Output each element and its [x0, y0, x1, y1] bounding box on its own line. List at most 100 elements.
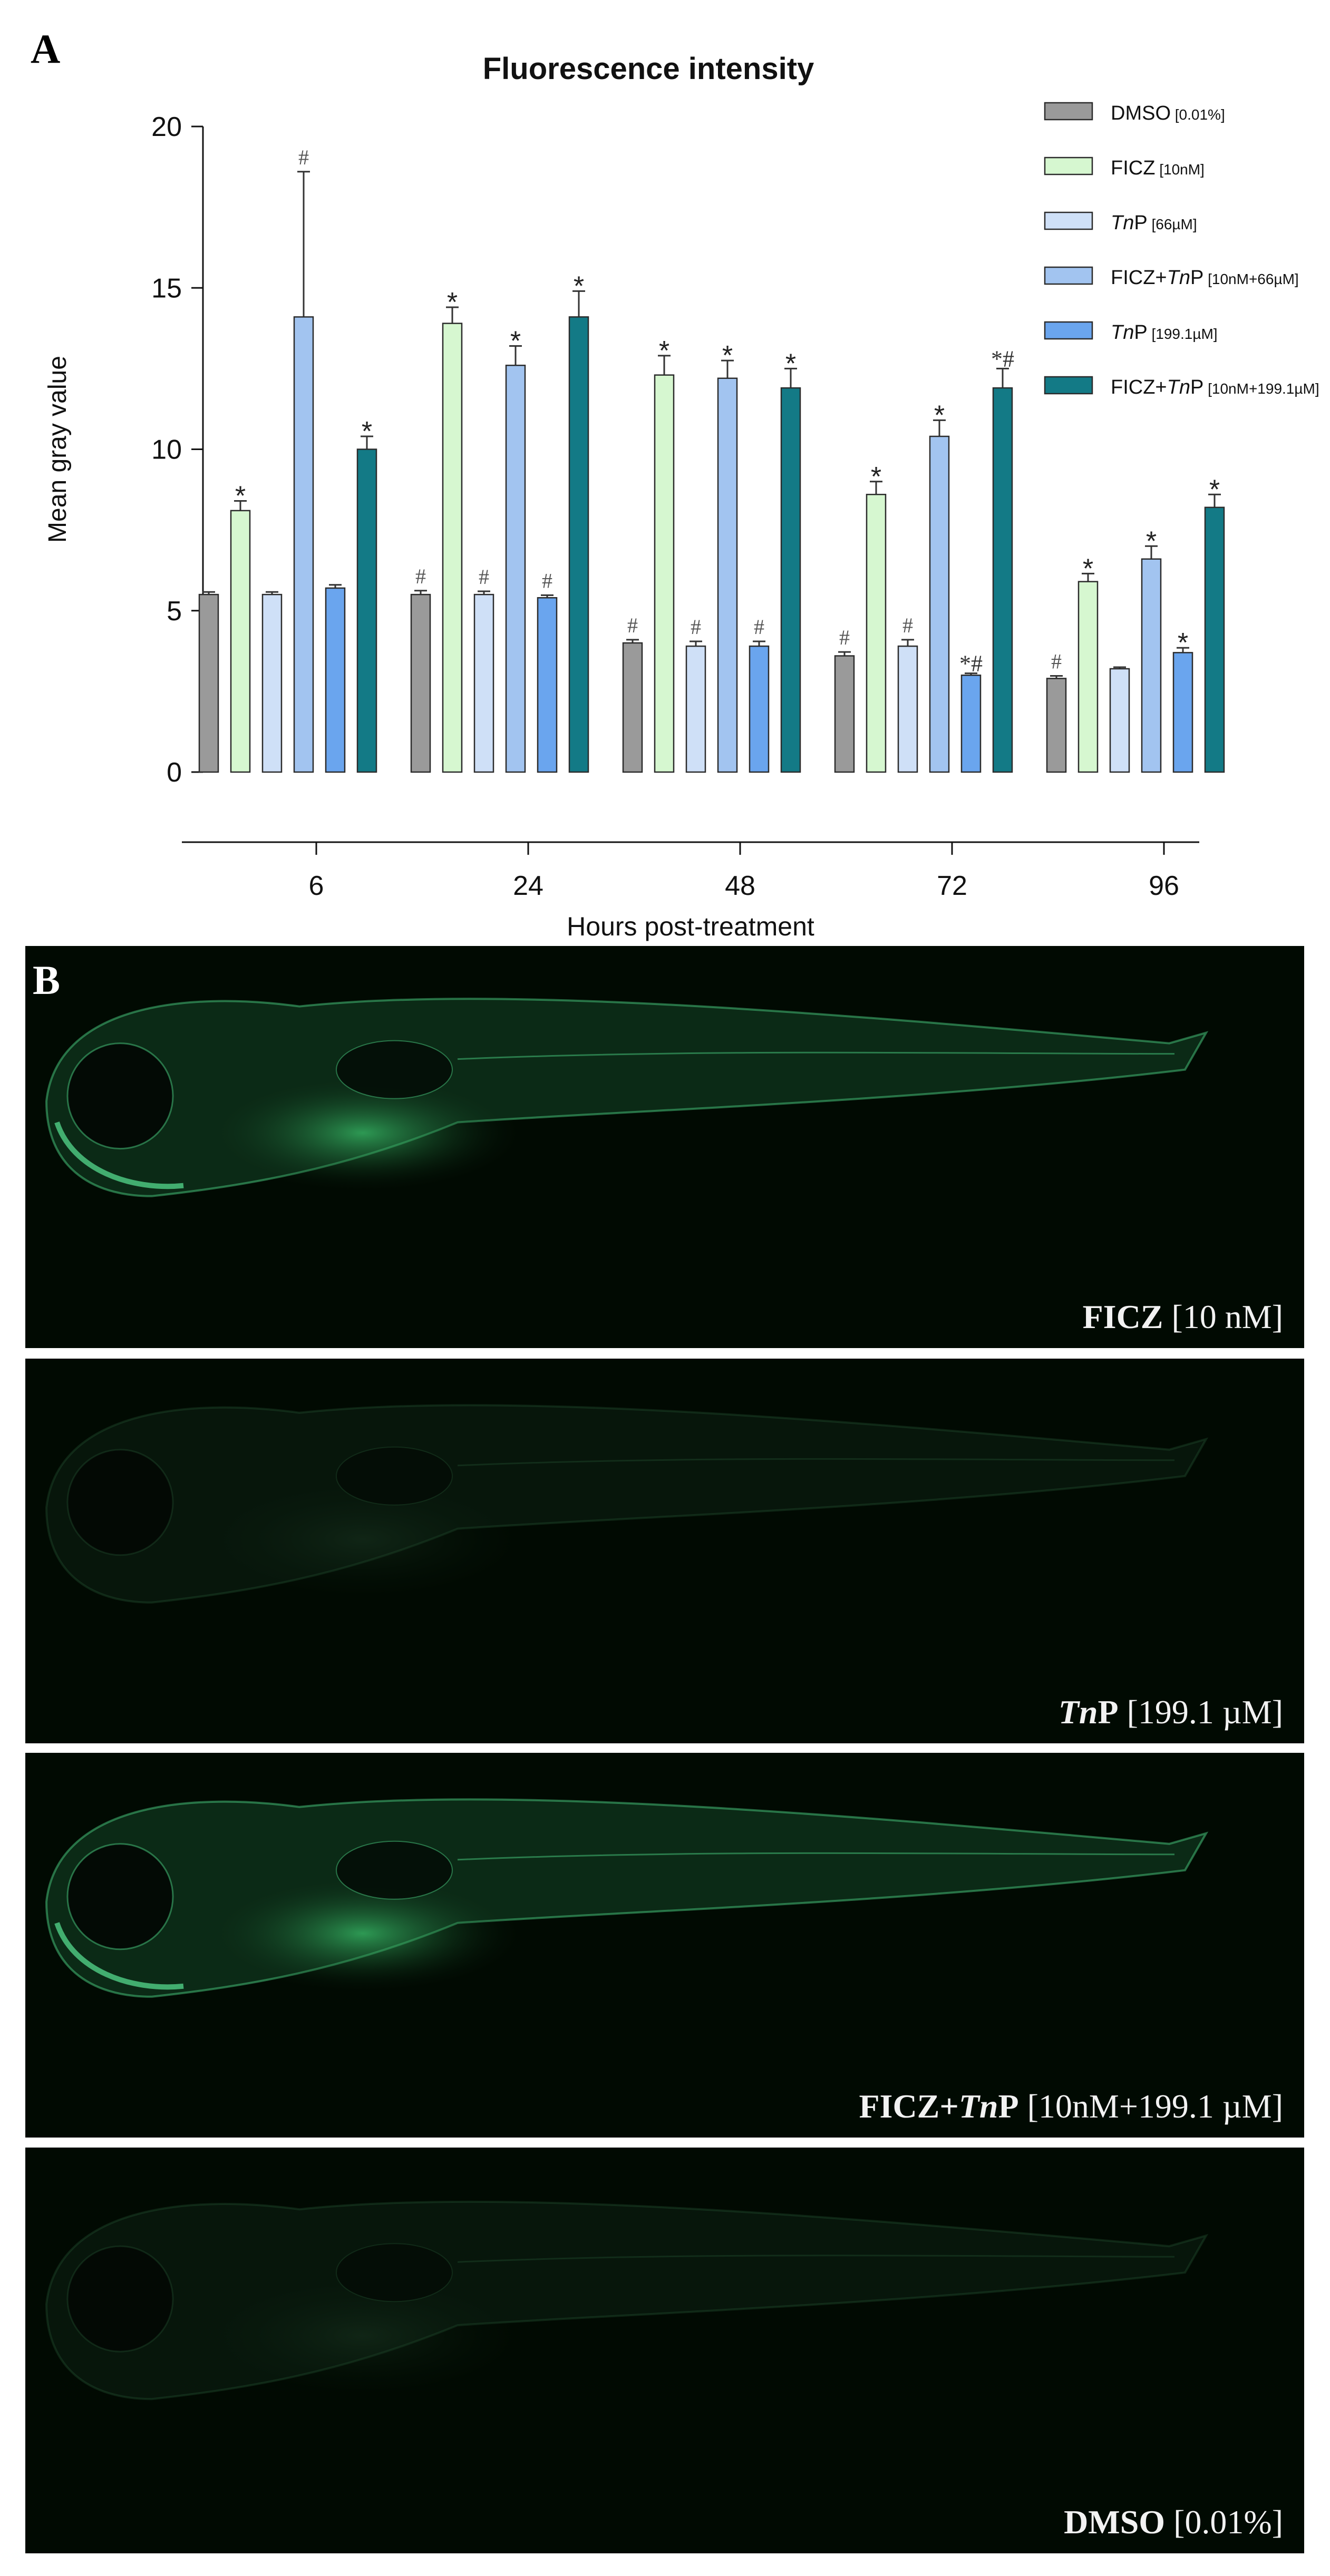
significance-mark: # [415, 564, 426, 588]
significance-mark: # [902, 613, 913, 637]
significance-mark: * [574, 271, 584, 301]
bar [505, 365, 526, 773]
swim-bladder [336, 2243, 453, 2302]
bar [442, 323, 463, 773]
fish-image-ficz: FICZ [10 nM] [25, 946, 1304, 1348]
significance-mark: * [235, 481, 246, 512]
significance-mark: *# [959, 651, 983, 677]
significance-mark: * [785, 348, 796, 379]
legend-swatch [1044, 321, 1093, 340]
image-label: DMSO [0.01%] [1064, 2503, 1283, 2541]
significance-mark: * [934, 400, 945, 431]
bar [537, 597, 558, 773]
bar [622, 642, 643, 773]
legend-label: FICZ [10nM] [1111, 157, 1205, 179]
bar [897, 645, 918, 773]
notochord [457, 2255, 1175, 2263]
legend-swatch [1044, 376, 1093, 395]
y-tick-label: 5 [167, 596, 182, 627]
swim-bladder [336, 1840, 453, 1900]
notochord [457, 1051, 1175, 1060]
larva-body [45, 1798, 1209, 1998]
yolk-glow [205, 1481, 521, 1597]
bar [1141, 558, 1162, 773]
larva-eye [66, 1449, 174, 1556]
significance-mark: # [754, 615, 764, 639]
yolk-glow [205, 2278, 521, 2394]
bar [1109, 668, 1130, 773]
larva-illustration [45, 2200, 1209, 2401]
significance-mark: * [1083, 553, 1093, 584]
legend-swatch [1044, 102, 1093, 121]
larva-eye [66, 2245, 174, 2353]
bar [261, 593, 283, 773]
x-axis-label: Hours post-treatment [567, 912, 814, 941]
chart-title: Fluorescence intensity [483, 52, 814, 86]
significance-mark: * [1178, 628, 1188, 658]
significance-mark: * [722, 340, 733, 371]
legend-label: FICZ+TnP [10nM+66µM] [1111, 267, 1299, 289]
legend-swatch [1044, 211, 1093, 230]
bar [230, 510, 251, 773]
bar [717, 377, 738, 773]
bar [1204, 506, 1225, 773]
bar [780, 387, 801, 773]
y-tick-label: 10 [151, 435, 182, 465]
legend-label: TnP [66µM] [1111, 212, 1197, 234]
swim-bladder [336, 1446, 453, 1506]
larva-illustration [45, 1798, 1209, 1998]
bar [198, 593, 219, 773]
x-tick-label: 24 [513, 871, 543, 901]
bar [410, 593, 431, 773]
x-tick-label: 96 [1149, 871, 1179, 901]
significance-mark: * [1209, 474, 1220, 505]
image-label: TnP [199.1 µM] [1058, 1693, 1283, 1731]
bar [654, 374, 675, 773]
significance-mark: # [839, 626, 850, 649]
y-tick-label: 20 [151, 112, 182, 142]
significance-mark: *# [991, 346, 1014, 372]
significance-mark: * [447, 287, 458, 318]
y-axis-label: Mean gray value [44, 356, 72, 543]
bar [1077, 581, 1099, 773]
x-tick-label: 72 [937, 871, 967, 901]
y-tick-label: 0 [167, 757, 182, 788]
yolk-glow [205, 1075, 521, 1191]
significance-mark: * [871, 462, 881, 492]
image-label: FICZ+TnP [10nM+199.1 µM] [859, 2087, 1283, 2125]
bar [992, 387, 1013, 773]
fish-image-ficz-tnp: FICZ+TnP [10nM+199.1 µM] [25, 1753, 1304, 2138]
significance-mark: # [298, 145, 309, 169]
bar [293, 316, 314, 773]
x-tick-label: 6 [309, 871, 324, 901]
bar [749, 645, 770, 773]
fish-image-tnp: TnP [199.1 µM] [25, 1359, 1304, 1743]
image-label: FICZ [10 nM] [1082, 1298, 1283, 1335]
yolk-glow [205, 1875, 521, 1992]
x-tick-label: 48 [725, 871, 755, 901]
bar [356, 448, 377, 773]
panel-letter-b: B [33, 957, 61, 1003]
bar [1172, 652, 1193, 773]
larva-eye [66, 1042, 174, 1150]
jaw-glow [54, 1121, 184, 1189]
significance-mark: * [510, 326, 521, 357]
significance-mark: * [1146, 526, 1157, 557]
significance-mark: * [659, 336, 669, 366]
notochord [457, 1852, 1175, 1861]
significance-mark: # [479, 565, 489, 589]
legend-label: FICZ+TnP [10nM+199.1µM] [1111, 376, 1319, 398]
bar [834, 655, 855, 773]
larva-illustration [45, 998, 1209, 1197]
bar [325, 587, 346, 773]
larva-body [45, 998, 1209, 1197]
bar [568, 316, 589, 773]
panel-letter-a: A [31, 26, 61, 72]
significance-mark: # [1051, 649, 1062, 673]
legend-swatch [1044, 266, 1093, 285]
legend-swatch [1044, 157, 1093, 175]
legend-label: DMSO [0.01%] [1111, 102, 1225, 124]
legend-label: TnP [199.1µM] [1111, 321, 1218, 344]
jaw-glow [54, 1922, 184, 1990]
fluorescence-bar-chart: Fluorescence intensity 0 5 10 15 20 Mean gray … [44, 52, 1319, 941]
